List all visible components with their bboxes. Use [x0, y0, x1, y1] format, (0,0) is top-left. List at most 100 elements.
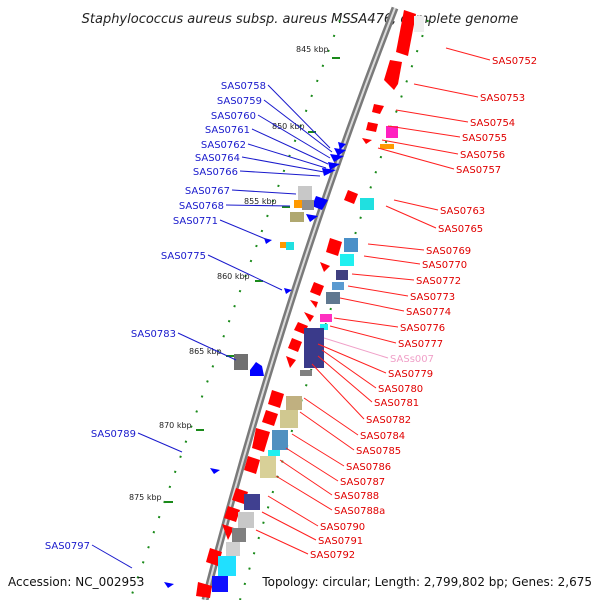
- reverse-gene-label[interactable]: SAS0762: [201, 140, 246, 151]
- forward-gene-label[interactable]: SASs007: [390, 354, 434, 365]
- forward-gene-label[interactable]: SAS0788a: [334, 506, 385, 517]
- reverse-leader-line: [239, 170, 321, 177]
- reverse-gene-arrow: [284, 288, 292, 294]
- forward-gene-label[interactable]: SAS0773: [410, 292, 455, 303]
- forward-gene-label[interactable]: SAS0763: [440, 206, 485, 217]
- kbp-tick-label: 850 kbp: [272, 122, 305, 131]
- forward-gene-label[interactable]: SAS0754: [470, 118, 515, 129]
- forward-leader-line: [323, 337, 389, 359]
- forward-leader-line: [279, 459, 333, 496]
- forward-gene-arrow: [344, 190, 358, 204]
- gene-block-indigo: [304, 328, 324, 368]
- forward-gene-label[interactable]: SAS0769: [426, 246, 471, 257]
- reverse-leader-line: [247, 143, 327, 169]
- kbp-tick-label: 855 kbp: [244, 197, 277, 206]
- forward-leader-line: [387, 125, 461, 138]
- forward-leader-line: [363, 255, 421, 265]
- forward-leader-line: [393, 199, 439, 211]
- forward-gene-label[interactable]: SAS0785: [356, 446, 401, 457]
- reverse-gene-label[interactable]: SAS0768: [179, 201, 224, 212]
- forward-gene-label[interactable]: SAS0779: [388, 369, 433, 380]
- reverse-gene-arrow: [164, 582, 174, 588]
- forward-gene-label[interactable]: SAS0792: [310, 550, 355, 561]
- gene-block-steelblue: [332, 282, 344, 290]
- gene-block-slate: [326, 292, 340, 304]
- reverse-gene-label[interactable]: SAS0775: [161, 251, 206, 262]
- gene-block-khaki: [290, 212, 304, 222]
- forward-gene-label[interactable]: SAS0788: [334, 491, 379, 502]
- forward-gene-arrow: [262, 410, 278, 426]
- forward-leader-line: [255, 529, 309, 555]
- forward-gene-label[interactable]: SAS0756: [460, 150, 505, 161]
- kbp-tick-label: 870 kbp: [159, 421, 192, 430]
- gene-block-steelblue: [272, 430, 288, 450]
- forward-gene-label[interactable]: SAS0765: [438, 224, 483, 235]
- reverse-gene-label[interactable]: SAS0797: [45, 541, 90, 552]
- forward-leader-line: [329, 325, 397, 344]
- forward-gene-label[interactable]: SAS0752: [492, 56, 537, 67]
- forward-leader-line: [303, 397, 359, 436]
- forward-gene-label[interactable]: SAS0780: [378, 384, 423, 395]
- reverse-gene-arrow: [312, 196, 328, 210]
- reverse-gene-label[interactable]: SAS0759: [217, 96, 262, 107]
- reverse-gene-arrow: [330, 154, 344, 162]
- gene-block-cyan: [286, 242, 294, 250]
- gene-block-lightgray: [238, 512, 254, 528]
- forward-gene-label[interactable]: SAS0770: [422, 260, 467, 271]
- forward-gene-label[interactable]: SAS0790: [320, 522, 365, 533]
- reverse-gene-label[interactable]: SAS0767: [185, 186, 230, 197]
- forward-gene-arrow: [286, 356, 296, 368]
- reverse-gene-label[interactable]: SAS0761: [205, 125, 250, 136]
- reverse-gene-label[interactable]: SAS0758: [221, 81, 266, 92]
- forward-gene-label[interactable]: SAS0774: [406, 307, 451, 318]
- kbp-tick-label: 860 kbp: [217, 272, 250, 281]
- forward-leader-line: [261, 511, 317, 541]
- reverse-gene-features: [164, 142, 346, 588]
- gene-block-gray: [232, 528, 246, 542]
- forward-gene-arrow: [366, 122, 378, 132]
- forward-gene-label[interactable]: SAS0772: [416, 276, 461, 287]
- forward-leader-line: [291, 433, 345, 467]
- forward-gene-label[interactable]: SAS0791: [318, 536, 363, 547]
- gene-block-navy: [244, 494, 260, 510]
- gene-block-khaki: [286, 396, 302, 410]
- forward-leader-line: [267, 495, 319, 527]
- topology-label: Topology: circular; Length: 2,799,802 bp…: [261, 575, 592, 589]
- forward-gene-label[interactable]: SAS0786: [346, 462, 391, 473]
- reverse-gene-labels: SAS0758 SAS0759 SAS0760 SAS0761 SAS0762 SAS07…: [45, 81, 266, 552]
- reverse-gene-label[interactable]: SAS0789: [91, 429, 136, 440]
- forward-gene-arrow: [252, 428, 270, 452]
- forward-gene-features: [196, 10, 416, 598]
- forward-gene-arrow: [288, 338, 302, 352]
- kbp-tick-group: 845 kbp 850 kbp 855 kbp 860 kbp 865 kbp …: [129, 45, 340, 503]
- gene-block-lightgray: [298, 186, 312, 200]
- forward-gene-label[interactable]: SAS0757: [456, 165, 501, 176]
- forward-gene-label[interactable]: SAS0787: [340, 477, 385, 488]
- forward-leader-line: [317, 355, 373, 403]
- reverse-leader-line: [251, 128, 329, 165]
- reverse-leader-line: [91, 544, 133, 569]
- forward-leader-line: [367, 243, 425, 251]
- forward-leader-line: [377, 147, 455, 170]
- forward-gene-label[interactable]: SAS0776: [400, 323, 445, 334]
- forward-gene-labels: SAS0752 SAS0753 SAS0754 SAS0755 SAS0756 SAS07…: [310, 56, 537, 561]
- forward-gene-arrow: [326, 238, 342, 256]
- gene-block-gray: [302, 200, 314, 210]
- gene-block-cyan: [340, 254, 354, 266]
- forward-gene-label[interactable]: SAS0781: [374, 398, 419, 409]
- forward-gene-arrow: [372, 104, 384, 114]
- forward-gene-arrow: [196, 582, 212, 598]
- reverse-leader-line: [263, 99, 333, 153]
- reverse-gene-label[interactable]: SAS0771: [173, 216, 218, 227]
- reverse-gene-label[interactable]: SAS0760: [211, 111, 256, 122]
- forward-gene-label[interactable]: SAS0784: [360, 431, 405, 442]
- forward-gene-label[interactable]: SAS0753: [480, 93, 525, 104]
- forward-gene-label[interactable]: SAS0777: [398, 339, 443, 350]
- reverse-gene-label[interactable]: SAS0783: [131, 329, 176, 340]
- forward-gene-label[interactable]: SAS0782: [366, 415, 411, 426]
- forward-gene-label[interactable]: SAS0755: [462, 133, 507, 144]
- reverse-gene-arrow: [210, 468, 220, 474]
- reverse-gene-label[interactable]: SAS0764: [195, 153, 240, 164]
- reverse-gene-label[interactable]: SAS0766: [193, 167, 238, 178]
